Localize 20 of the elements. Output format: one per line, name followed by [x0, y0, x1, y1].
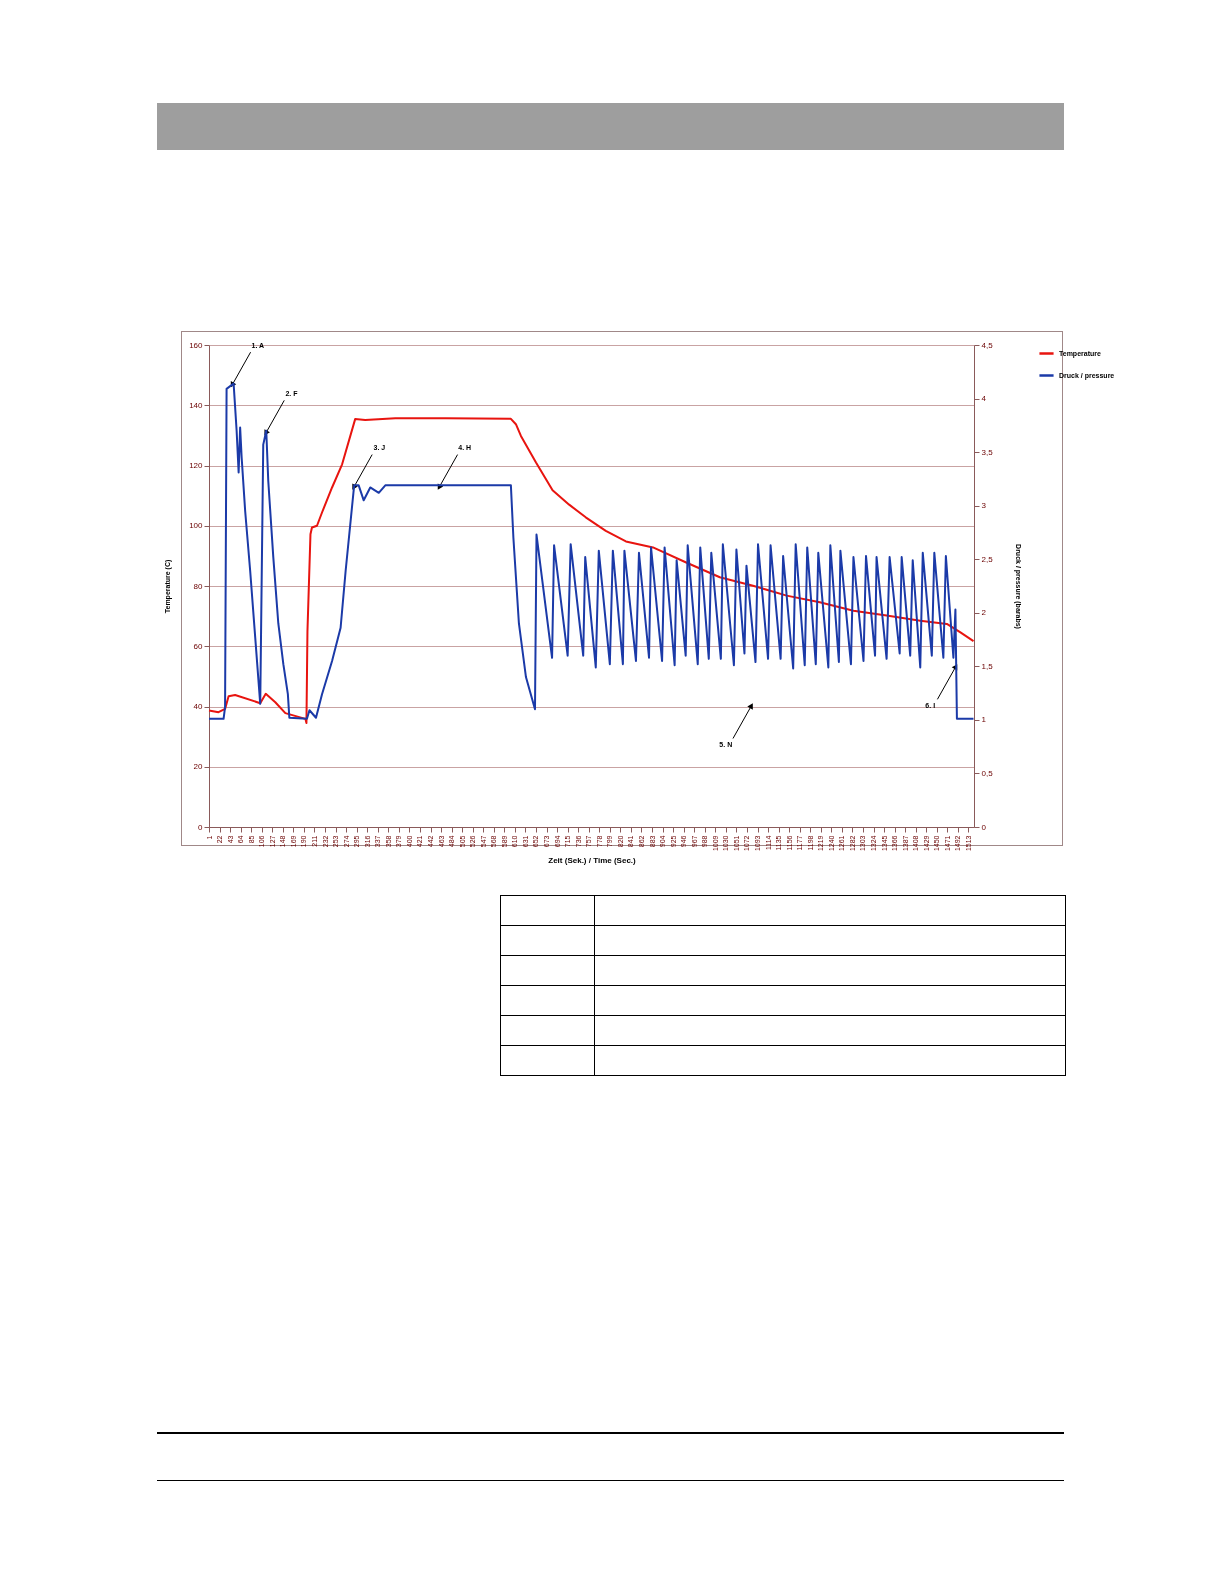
y-tick-label: 140: [189, 400, 204, 410]
y2-tick-label: 3,5: [981, 447, 994, 457]
y2-tick-label: 3: [981, 501, 987, 511]
y-tick-label: 0: [198, 822, 204, 832]
y-tick-label: 120: [189, 461, 204, 470]
y-tick-label: 100: [189, 521, 204, 531]
y2-tick-label: 4,5: [981, 340, 994, 350]
y2-tick-label: 0,5: [981, 768, 994, 778]
x-axis-title: Zeit (Sek.) / Time (Sec.): [548, 856, 637, 866]
y-tick-label: 60: [193, 641, 204, 651]
y-tick-label: 160: [189, 340, 204, 350]
y-tick-label: 40: [193, 702, 204, 711]
y2-tick-label: 2,5: [981, 554, 994, 564]
y2-tick-label: 2: [981, 608, 987, 618]
y2-tick-label: 4: [981, 394, 987, 404]
y2-tick-label: 1: [981, 715, 987, 725]
y2-tick-label: 1,5: [981, 661, 994, 671]
y-tick-label: 80: [193, 581, 204, 591]
y-tick-label: 20: [193, 762, 204, 772]
y2-tick-label: 0: [981, 822, 987, 832]
